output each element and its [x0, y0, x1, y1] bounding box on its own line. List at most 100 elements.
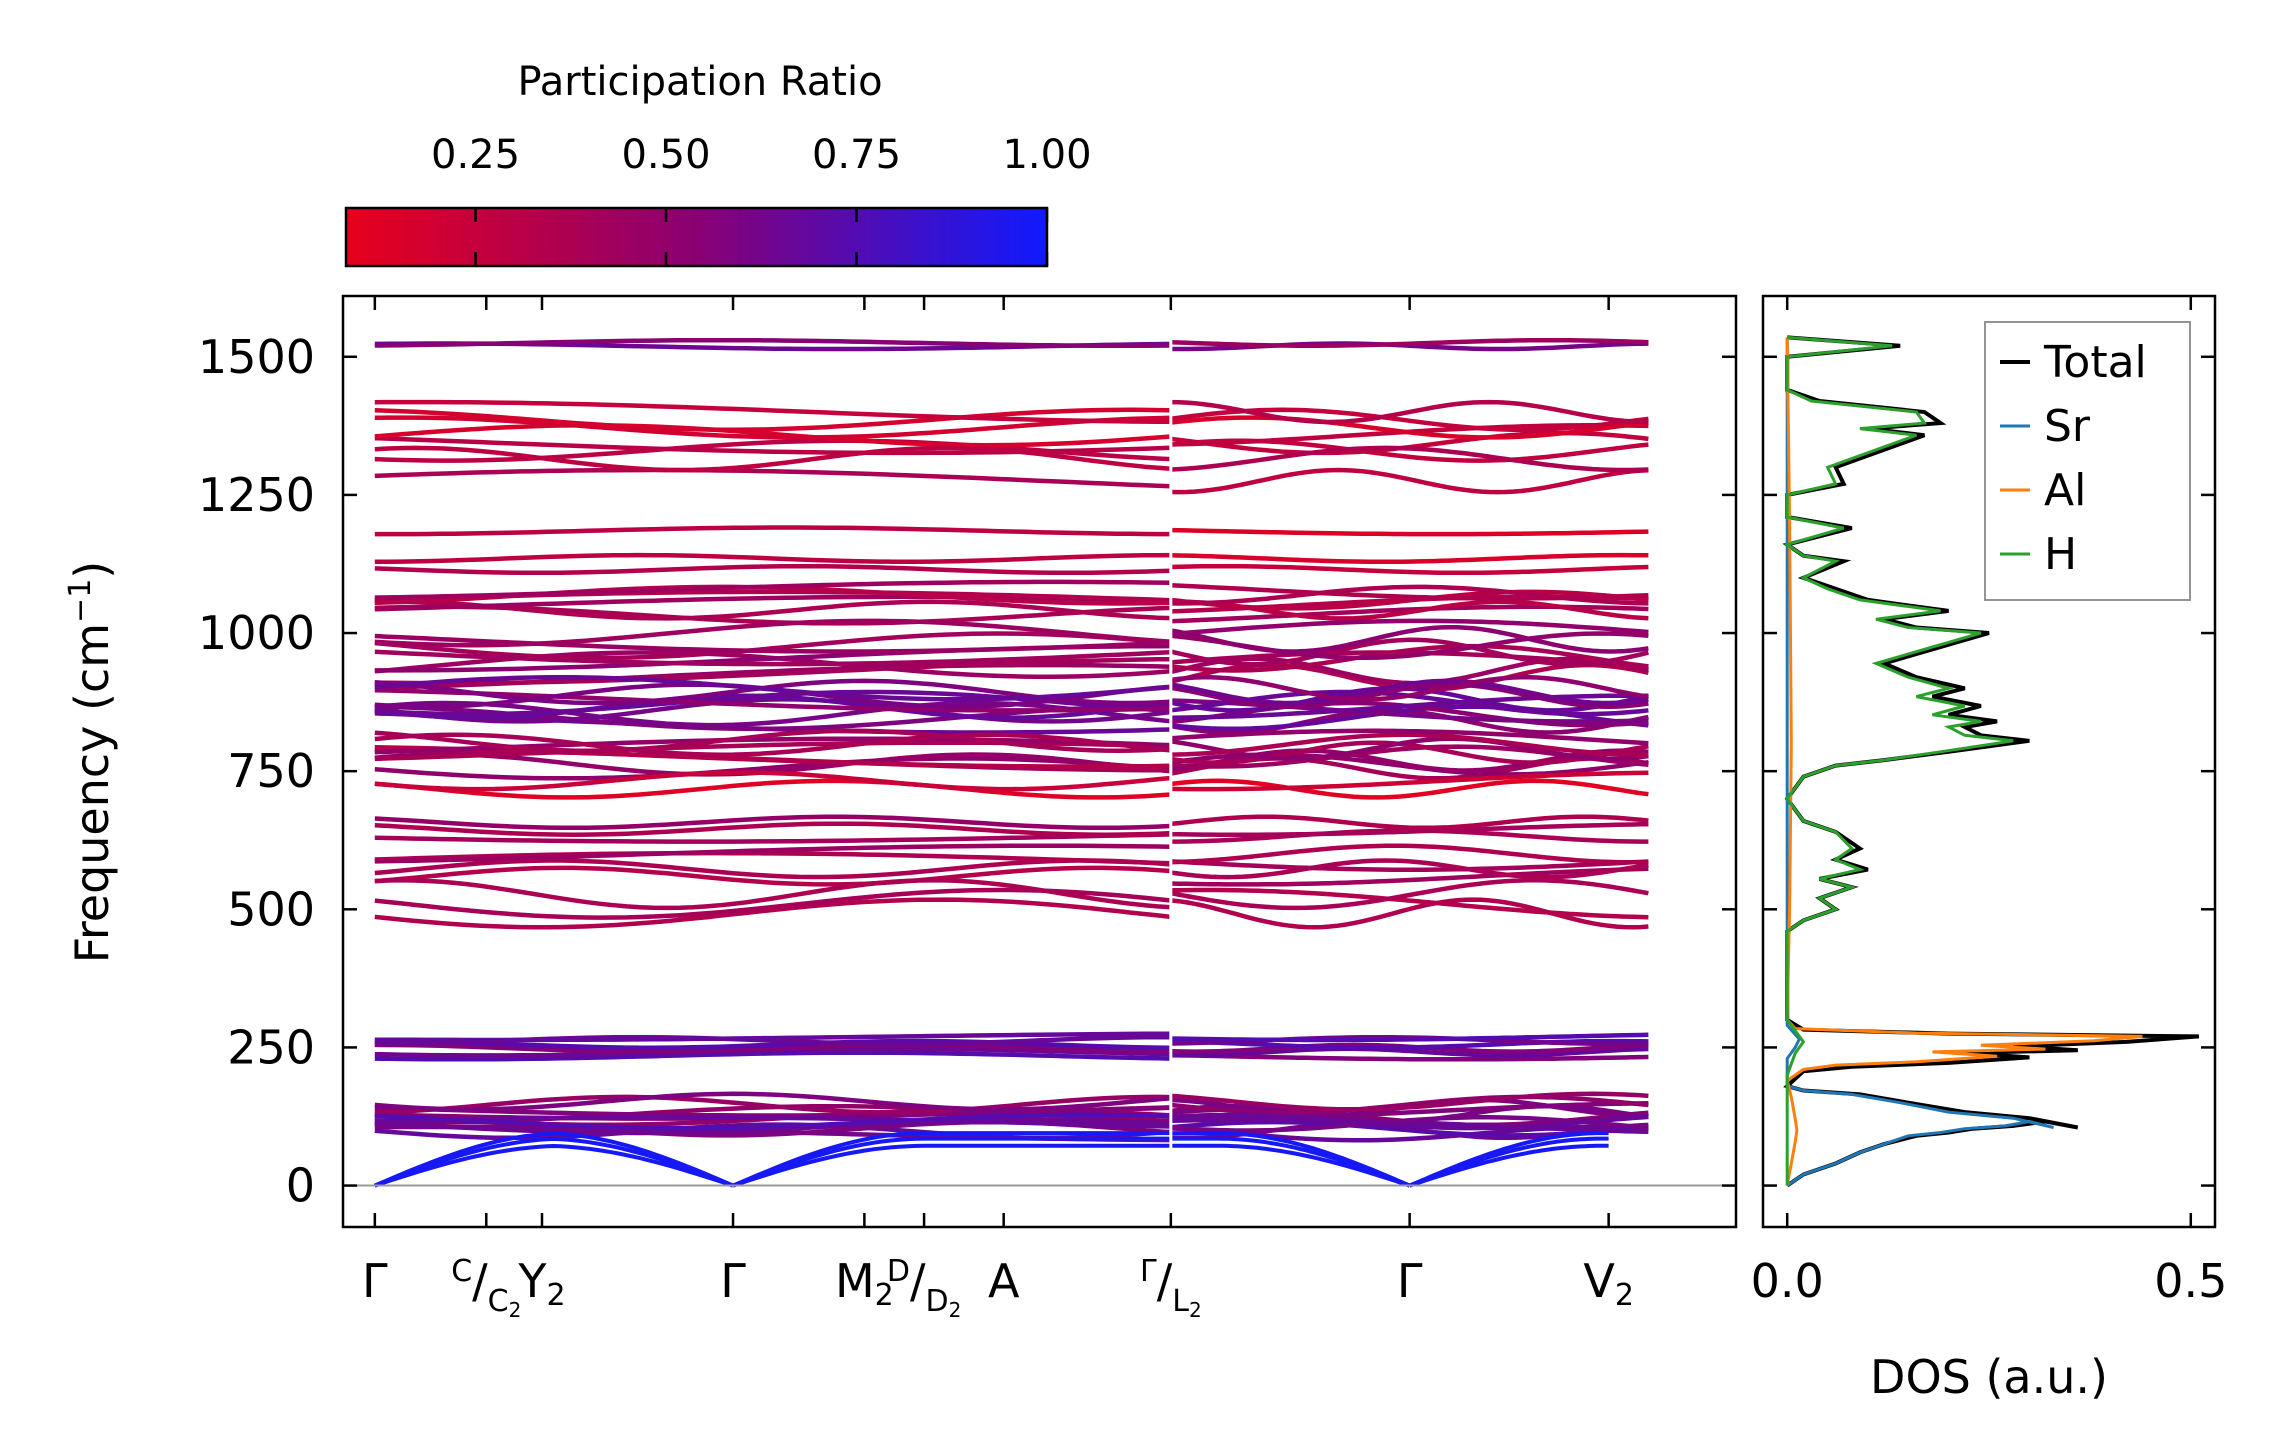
- kpoint-label-sub: 2: [1615, 1278, 1634, 1313]
- colorbar-ticks: 0.25 0.50 0.75 1.00: [431, 132, 1092, 266]
- y-tick-label: 250: [227, 1020, 315, 1074]
- band-line: [374, 728, 1171, 753]
- kpoint-label-slash: /: [910, 1254, 926, 1308]
- kpoint-label-main: Y: [517, 1254, 547, 1308]
- kpoint-label: Γ/L2: [1140, 1254, 1202, 1322]
- band-line: [1170, 1115, 1649, 1133]
- kpoint-label-main: M: [835, 1254, 875, 1308]
- colorbar-title: Participation Ratio: [517, 59, 882, 105]
- acoustic-band-line: [732, 1131, 1171, 1188]
- band-line: [1170, 624, 1649, 654]
- kpoint-label: M2: [835, 1254, 894, 1313]
- band-line: [1170, 728, 1649, 746]
- kpoint-label-top: Γ: [1140, 1254, 1157, 1289]
- band-line: [374, 552, 1171, 565]
- band-line: [374, 745, 1171, 769]
- acoustic-band-line: [732, 1136, 1171, 1188]
- colorbar: Participation Ratio 0.25 0.50 0.75 1.00: [344, 59, 1092, 268]
- kpoint-label-sub: 2: [509, 1298, 522, 1322]
- band-line: [1170, 589, 1649, 611]
- colorbar-tick-label: 1.00: [1002, 132, 1091, 178]
- band-line: [374, 732, 1172, 757]
- band-line: [374, 700, 1172, 728]
- band-line: [1170, 527, 1649, 537]
- band-line: [374, 633, 1171, 654]
- kpoint-label: Γ: [362, 1254, 388, 1308]
- kpoint-label-slash: /: [472, 1254, 488, 1308]
- y-tick-label: 750: [227, 744, 315, 798]
- band-line: [1170, 618, 1649, 637]
- band-line: [374, 563, 1171, 576]
- band-line: [1170, 778, 1649, 800]
- band-line: [374, 525, 1171, 537]
- band-line: [1170, 1117, 1649, 1135]
- band-line: [374, 1115, 1171, 1129]
- kpoint-label: A: [988, 1254, 1020, 1308]
- kpoint-label: Γ: [1397, 1254, 1423, 1308]
- band-line: [374, 618, 1171, 648]
- band-line: [374, 740, 1171, 762]
- kpoint-label-sub: 2: [1189, 1298, 1202, 1322]
- band-line: [374, 631, 1172, 661]
- band-line: [1170, 740, 1649, 765]
- y-tick-label: 1500: [198, 330, 315, 384]
- colorbar-tick-label: 0.75: [812, 132, 901, 178]
- band-line: [1170, 843, 1649, 865]
- band-line: [1170, 643, 1649, 673]
- band-line: [1170, 337, 1649, 348]
- band-line: [374, 1038, 1171, 1050]
- band-line: [374, 878, 1171, 911]
- y-tick-label: 0: [286, 1159, 315, 1213]
- band-line: [1170, 770, 1649, 792]
- band-y-axis: 0 250 500 750 1000 1250 1500: [198, 330, 1736, 1213]
- dos-legend: Total Sr Al H: [1984, 321, 2191, 601]
- band-line: [374, 770, 1172, 792]
- band-line: [374, 858, 1171, 880]
- kpoint-label: V2: [1583, 1254, 1634, 1313]
- legend-label: Al: [2044, 465, 2086, 516]
- band-line: [374, 599, 1171, 621]
- band-line: [374, 467, 1171, 489]
- band-line: [1170, 1112, 1649, 1131]
- kpoint-label: C/C2: [451, 1254, 521, 1322]
- band-line: [1170, 859, 1649, 872]
- band-line: [1170, 678, 1649, 706]
- band-line: [1170, 415, 1649, 440]
- band-axes-frame: [341, 294, 1738, 1229]
- band-line: [374, 649, 1171, 667]
- band-line: [1170, 814, 1649, 831]
- band-line: [1170, 1046, 1649, 1058]
- y-tick-label: 1250: [198, 468, 315, 522]
- legend-label: H: [2044, 529, 2077, 580]
- band-line: [374, 756, 1171, 781]
- kpoint-label: Γ: [720, 1254, 746, 1308]
- band-line: [1170, 1091, 1649, 1112]
- colorbar-tick-label: 0.50: [621, 132, 710, 178]
- band-line: [374, 1042, 1171, 1054]
- band-line: [374, 399, 1171, 425]
- dos-x-tick-label: 0.0: [1751, 1254, 1824, 1308]
- band-line: [374, 850, 1171, 866]
- band-line: [374, 415, 1171, 440]
- band-line: [1170, 675, 1649, 702]
- band-line: [1170, 445, 1649, 473]
- band-line: [1170, 552, 1649, 565]
- kpoint-label: Y2: [517, 1254, 565, 1313]
- kpoint-label-top: C: [451, 1254, 472, 1289]
- band-line: [374, 1117, 1171, 1136]
- acoustic-band-line: [374, 1143, 734, 1188]
- band-line: [1170, 1032, 1649, 1043]
- band-line: [1170, 878, 1649, 911]
- band-line: [374, 674, 1171, 702]
- band-line: [1170, 887, 1649, 920]
- acoustic-band-line: [732, 1143, 1171, 1188]
- legend-label: Sr: [2044, 401, 2091, 452]
- acoustic-band-line: [374, 1136, 734, 1188]
- band-line: [374, 337, 1171, 348]
- band-line: [374, 579, 1171, 600]
- y-tick-label: 1000: [198, 606, 315, 660]
- y-axis-label-close: ): [65, 561, 119, 579]
- band-line: [1170, 897, 1649, 930]
- band-line: [1170, 637, 1649, 667]
